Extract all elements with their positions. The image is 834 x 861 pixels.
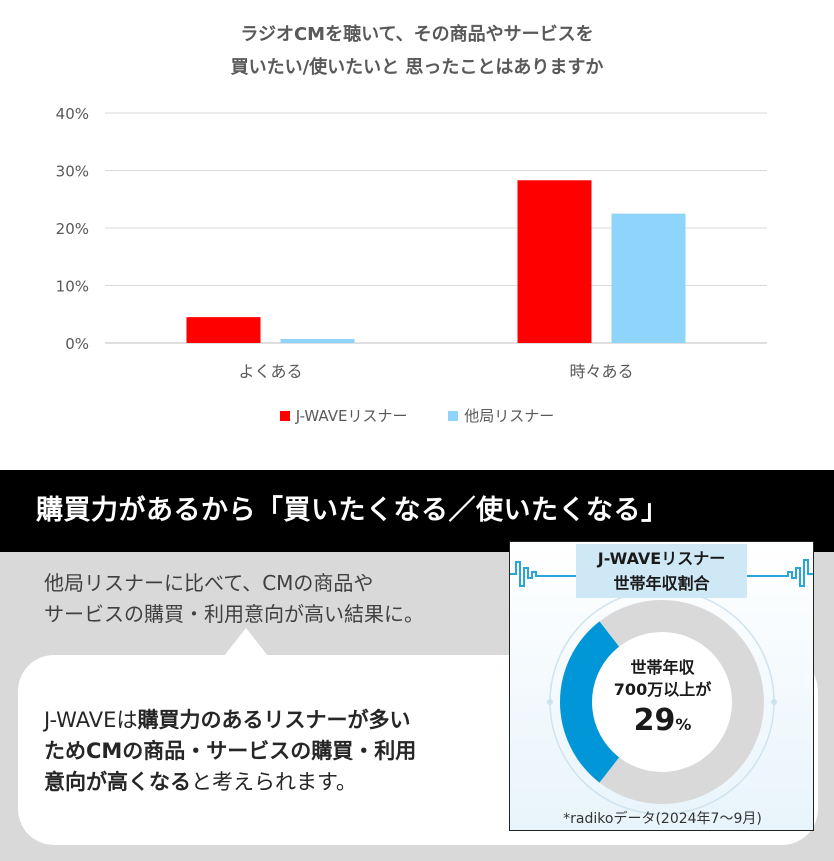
bar-1-1 xyxy=(611,213,686,343)
card-source-note: *radikoデータ(2024年7〜9月) xyxy=(563,811,762,827)
legend-swatch-jwave xyxy=(279,410,290,421)
wave-right-decoration xyxy=(747,559,813,587)
ring-dot-right xyxy=(771,699,777,705)
intro-line-1: 他局リスナーに比べて、CMの商品や xyxy=(44,571,374,595)
headline-banner: 購買力があるから「買いたくなる／使いたくなる」 xyxy=(0,470,834,552)
bar-1-0 xyxy=(517,180,592,343)
legend-label-jwave: J-WAVEリスナー xyxy=(295,407,408,425)
bubble-line-2: ためCMの商品・サービスの購買・利用 xyxy=(44,739,417,763)
donut-label-line-2: 700万以上が xyxy=(613,680,712,699)
donut-hole xyxy=(592,632,732,772)
x-tick-label-1: 時々ある xyxy=(569,362,633,381)
donut-chart xyxy=(560,600,764,804)
legend-item-jwave: J-WAVEリスナー xyxy=(279,405,408,426)
bubble-line-1: J-WAVEは購買力のあるリスナーが多い xyxy=(44,705,416,736)
chart-title: ラジオCMを聴いて、その商品やサービスを 買いたい/使いたいと 思ったことはあり… xyxy=(0,18,834,84)
donut-percent: 29% xyxy=(605,703,720,738)
intro-line-2: サービスの購買・利用意向が高い結果に。 xyxy=(44,602,424,626)
card-title-line-1: J-WAVEリスナー xyxy=(597,549,726,568)
donut-label-line-1: 世帯年収 xyxy=(630,658,695,677)
bar-0-1 xyxy=(280,338,355,343)
bubble-line-3-bold: 意向が高くなる xyxy=(44,770,191,794)
card-title: J-WAVEリスナー 世帯年収割合 xyxy=(576,544,747,598)
legend-item-other: 他局リスナー xyxy=(448,405,554,426)
bubble-text: J-WAVEは購買力のあるリスナーが多い ためCMの商品・サービスの購買・利用 … xyxy=(44,705,416,798)
y-tick-label-2: 20% xyxy=(56,220,89,238)
intro-text: 他局リスナーに比べて、CMの商品や サービスの購買・利用意向が高い結果に。 xyxy=(44,568,424,630)
y-tick-label-3: 30% xyxy=(56,163,89,181)
income-card: J-WAVEリスナー 世帯年収割合 世帯年収 700万以上が 29% *radi… xyxy=(509,541,814,831)
ring-dot-left xyxy=(547,699,553,705)
y-tick-label-1: 10% xyxy=(56,278,89,296)
speech-bubble-tail xyxy=(224,628,268,656)
legend-swatch-other xyxy=(448,410,459,421)
chart-title-line-1: ラジオCMを聴いて、その商品やサービスを xyxy=(240,24,594,45)
y-tick-label-4: 40% xyxy=(56,105,89,123)
bar-chart: 0% 10% 20% 30% 40% よくある 時々ある xyxy=(56,105,767,381)
donut-percent-unit: % xyxy=(675,715,692,734)
y-tick-label-0: 0% xyxy=(65,335,89,353)
bar-0-0 xyxy=(186,317,261,343)
x-tick-label-0: よくある xyxy=(238,362,302,381)
donut-center-label: 世帯年収 700万以上が 29% xyxy=(605,657,720,738)
chart-legend: J-WAVEリスナー 他局リスナー xyxy=(0,405,834,426)
chart-title-line-2: 買いたい/使いたいと 思ったことはありますか xyxy=(230,57,604,78)
bubble-line-1-plain: J-WAVEは xyxy=(44,708,138,732)
bubble-line-3-plain: と考えられます。 xyxy=(191,770,357,794)
chart-section: ラジオCMを聴いて、その商品やサービスを 買いたい/使いたいと 思ったことはあり… xyxy=(0,18,834,426)
bubble-line-3: 意向が高くなると考えられます。 xyxy=(44,767,416,798)
wave-left-decoration xyxy=(510,561,576,587)
donut-percent-number: 29 xyxy=(633,703,676,738)
income-card-graphics xyxy=(510,559,813,815)
bubble-line-1-bold: 購買力のあるリスナーが多い xyxy=(137,708,411,732)
legend-label-other: 他局リスナー xyxy=(464,407,555,425)
card-title-line-2: 世帯年収割合 xyxy=(613,574,710,593)
